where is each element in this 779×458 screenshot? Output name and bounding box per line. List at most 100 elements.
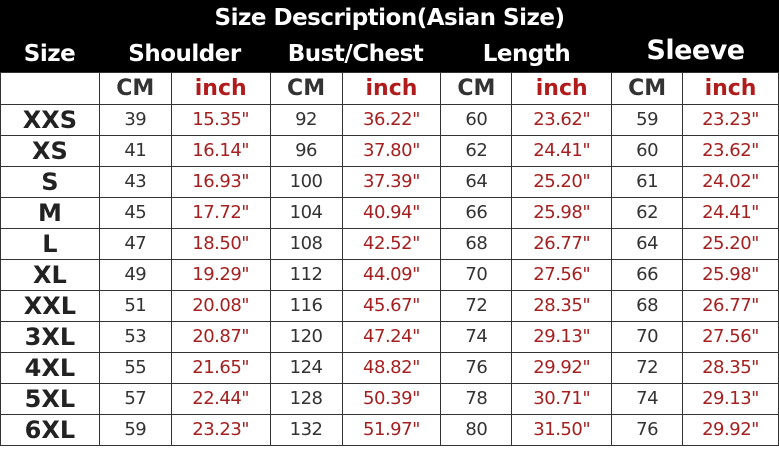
- cm-value: 112: [269, 259, 343, 291]
- table-row: M 45 17.72" 104 40.94" 66 25.98" 62 24.41": [0, 197, 779, 229]
- table-row: 5XL 57 22.44" 128 50.39" 78 30.71" 74 29.13": [0, 383, 779, 415]
- cm-value: 53: [98, 321, 172, 353]
- cm-value: 74: [611, 383, 684, 415]
- cm-value: 108: [269, 228, 343, 260]
- table-row: L 47 18.50" 108 42.52" 68 26.77" 64 25.20": [0, 228, 779, 260]
- cm-value: 68: [611, 290, 684, 322]
- cm-value: 96: [269, 135, 343, 167]
- inch-value: 19.29": [170, 259, 271, 291]
- inch-value: 36.22": [341, 104, 442, 136]
- inch-value: 28.35": [682, 352, 779, 384]
- unit-cm: CM: [611, 72, 684, 105]
- header-length: Length: [482, 41, 571, 67]
- inch-value: 31.50": [511, 414, 613, 446]
- cm-value: 124: [269, 352, 343, 384]
- size-label: M: [0, 197, 100, 229]
- table-row: 3XL 53 20.87" 120 47.24" 74 29.13" 70 27.56": [0, 321, 779, 353]
- unit-cm: CM: [440, 72, 513, 105]
- blank-cell: [0, 72, 100, 105]
- unit-inch: inch: [511, 72, 613, 105]
- inch-value: 29.13": [682, 383, 779, 415]
- cm-value: 92: [269, 104, 343, 136]
- cm-value: 61: [611, 166, 684, 198]
- cm-value: 62: [440, 135, 513, 167]
- size-label: 3XL: [0, 321, 100, 353]
- inch-value: 20.08": [170, 290, 271, 322]
- cm-value: 70: [611, 321, 684, 353]
- size-table: CM inch CM inch CM inch CM inch XXS 39 15.…: [0, 72, 779, 446]
- size-label: S: [0, 166, 100, 198]
- cm-value: 59: [98, 414, 172, 446]
- cm-value: 64: [440, 166, 513, 198]
- size-label: 6XL: [0, 414, 100, 446]
- cm-value: 70: [440, 259, 513, 291]
- unit-cm: CM: [98, 72, 172, 105]
- cm-value: 104: [269, 197, 343, 229]
- size-label: XXS: [0, 104, 100, 136]
- inch-value: 47.24": [341, 321, 442, 353]
- cm-value: 66: [611, 259, 684, 291]
- inch-value: 48.82": [341, 352, 442, 384]
- cm-value: 100: [269, 166, 343, 198]
- header-sleeve: Sleeve: [646, 35, 745, 66]
- cm-value: 60: [611, 135, 684, 167]
- cm-value: 66: [440, 197, 513, 229]
- cm-value: 76: [611, 414, 684, 446]
- inch-value: 28.35": [511, 290, 613, 322]
- inch-value: 27.56": [511, 259, 613, 291]
- inch-value: 15.35": [170, 104, 271, 136]
- table-row: 6XL 59 23.23" 132 51.97" 80 31.50" 76 29.92": [0, 414, 779, 446]
- cm-value: 68: [440, 228, 513, 260]
- inch-value: 27.56": [682, 321, 779, 353]
- inch-value: 44.09": [341, 259, 442, 291]
- unit-row: CM inch CM inch CM inch CM inch: [0, 72, 779, 105]
- inch-value: 29.92": [511, 352, 613, 384]
- cm-value: 116: [269, 290, 343, 322]
- cm-value: 39: [98, 104, 172, 136]
- inch-value: 25.20": [682, 228, 779, 260]
- inch-value: 26.77": [511, 228, 613, 260]
- unit-inch: inch: [170, 72, 271, 105]
- cm-value: 80: [440, 414, 513, 446]
- inch-value: 30.71": [511, 383, 613, 415]
- inch-value: 42.52": [341, 228, 442, 260]
- inch-value: 23.23": [682, 104, 779, 136]
- cm-value: 43: [98, 166, 172, 198]
- inch-value: 23.62": [682, 135, 779, 167]
- inch-value: 20.87": [170, 321, 271, 353]
- table-row: XS 41 16.14" 96 37.80" 62 24.41" 60 23.62": [0, 135, 779, 167]
- size-label: XS: [0, 135, 100, 167]
- inch-value: 29.92": [682, 414, 779, 446]
- inch-value: 50.39": [341, 383, 442, 415]
- cm-value: 64: [611, 228, 684, 260]
- chart-title: Size Description(Asian Size): [214, 5, 565, 31]
- inch-value: 25.98": [511, 197, 613, 229]
- size-label: L: [0, 228, 100, 260]
- inch-value: 22.44": [170, 383, 271, 415]
- cm-value: 57: [98, 383, 172, 415]
- cm-value: 128: [269, 383, 343, 415]
- inch-value: 16.93": [170, 166, 271, 198]
- cm-value: 62: [611, 197, 684, 229]
- cm-value: 45: [98, 197, 172, 229]
- cm-value: 72: [611, 352, 684, 384]
- size-label: XXL: [0, 290, 100, 322]
- inch-value: 24.41": [511, 135, 613, 167]
- cm-value: 76: [440, 352, 513, 384]
- size-label: 4XL: [0, 352, 100, 384]
- header-size: Size: [23, 41, 76, 67]
- inch-value: 29.13": [511, 321, 613, 353]
- cm-value: 60: [440, 104, 513, 136]
- inch-value: 40.94": [341, 197, 442, 229]
- inch-value: 21.65": [170, 352, 271, 384]
- table-row: XL 49 19.29" 112 44.09" 70 27.56" 66 25.98": [0, 259, 779, 291]
- size-label: XL: [0, 259, 100, 291]
- inch-value: 23.23": [170, 414, 271, 446]
- unit-cm: CM: [269, 72, 343, 105]
- inch-value: 26.77": [682, 290, 779, 322]
- table-row: XXS 39 15.35" 92 36.22" 60 23.62" 59 23.23": [0, 104, 779, 136]
- unit-inch: inch: [682, 72, 779, 105]
- cm-value: 132: [269, 414, 343, 446]
- cm-value: 51: [98, 290, 172, 322]
- cm-value: 78: [440, 383, 513, 415]
